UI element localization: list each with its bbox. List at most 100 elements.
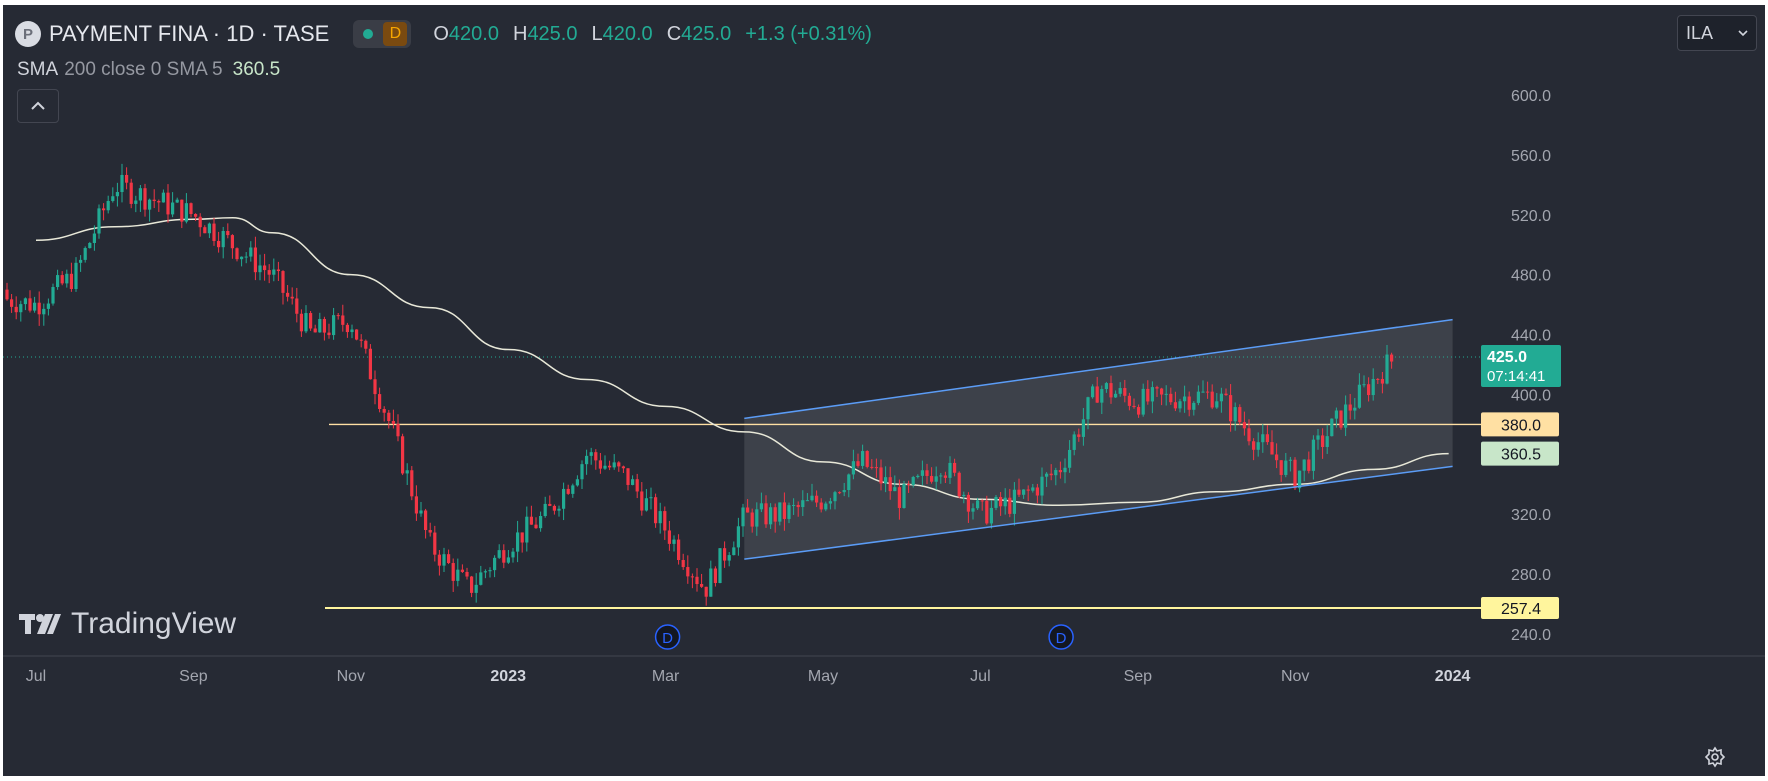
candle-body [1385,354,1389,384]
candle-body [598,460,602,469]
x-tick-label: Nov [337,668,365,685]
candle-body [88,242,92,249]
candle-body [1026,489,1030,491]
candle-body [253,247,257,273]
candle-body [1210,391,1214,408]
candle-body [368,348,372,380]
candle-body [1086,397,1090,420]
candle-body [474,584,478,593]
candle-body [249,247,253,257]
price-chart[interactable]: 600.0560.0520.0480.0440.0400.0360.0320.0… [3,5,1765,776]
candle-body [1012,489,1016,514]
candle-body [235,248,239,260]
market-status-pill[interactable]: D [353,20,412,48]
candle-body [654,497,658,524]
candle-body [1169,393,1173,403]
candle-body [621,466,625,469]
candle-body [773,507,777,522]
symbol-title[interactable]: PAYMENT FINA · 1D · TASE [49,21,330,46]
candle-body [608,465,612,468]
candle-body [644,498,648,511]
candle-body [759,503,763,510]
candle-body [897,487,901,508]
candle-body [304,313,308,332]
candle-body [42,308,46,315]
candle-body [10,299,14,307]
collapse-legend-button[interactable] [17,89,59,123]
candle-body [957,472,961,497]
y-tick-label: 400.0 [1511,387,1551,404]
candle-body [589,452,593,456]
candle-body [594,452,598,461]
candle-body [382,408,386,413]
candle-body [322,318,326,333]
candle-body [1100,389,1104,403]
level-label-257-bg [1481,596,1559,619]
candle-body [732,547,736,556]
candle-body [359,339,363,341]
candle-body [1035,487,1039,496]
candle-body [1150,387,1154,402]
candle-body [1247,428,1251,442]
candle-body [378,394,382,409]
candle-body [828,501,832,504]
candle-body [916,475,920,478]
candle-body [465,571,469,577]
candle-body [1339,410,1343,428]
candle-body [111,196,115,201]
candle-body [451,563,455,581]
candle-body [677,539,681,561]
candle-body [299,313,303,332]
candle-body [1298,470,1302,489]
candle-body [419,510,423,514]
currency-label: ILA [1686,22,1714,43]
candle-body [51,287,55,304]
ohlc-open-key: O [433,22,449,45]
currency-select[interactable]: ILA [1677,15,1757,51]
candle-body [1068,449,1072,468]
candle-body [893,487,897,492]
candle-body [787,505,791,519]
candle-body [1127,395,1131,406]
chevron-up-icon [31,101,45,110]
candle-body [663,511,667,531]
candle-body [345,324,349,333]
candle-body [28,298,32,311]
candle-body [520,532,524,543]
candle-body [1206,391,1210,393]
candle-body [497,550,501,558]
candle-body [14,306,18,313]
gear-icon[interactable] [1703,745,1727,769]
candle-body [387,412,391,422]
candle-body [718,548,722,584]
candle-body [1330,418,1334,437]
candle-body [1270,442,1274,455]
candle-body [667,530,671,544]
ohlc-close-key: C [666,22,682,45]
candle-body [782,502,786,519]
candle-body [1279,460,1283,475]
symbol-legend: P PAYMENT FINA · 1D · TASE D O 420.0 H 425… [15,19,872,49]
candle-body [690,576,694,578]
candle-body [479,572,483,585]
candle-body [1118,388,1122,394]
candle-body [240,256,244,260]
candle-body [1173,402,1177,409]
candle-body [976,500,980,509]
candle-body [69,273,73,289]
sma-legend[interactable]: SMA 200 close 0 SMA 5 360.5 [17,59,280,81]
candle-body [847,474,851,491]
y-tick-label: 600.0 [1511,88,1551,105]
candle-body [1390,354,1394,362]
candle-body [207,223,211,234]
candle-body [506,557,510,563]
market-open-dot-icon [363,29,374,39]
candle-body [1367,384,1371,396]
candle-body [309,313,313,329]
candle-body [805,500,809,502]
price-change: +1.3 (+0.31%) [745,22,872,45]
candle-body [442,554,446,566]
candle-body [1334,410,1338,419]
candle-body [1164,393,1168,395]
candle-body [907,484,911,486]
